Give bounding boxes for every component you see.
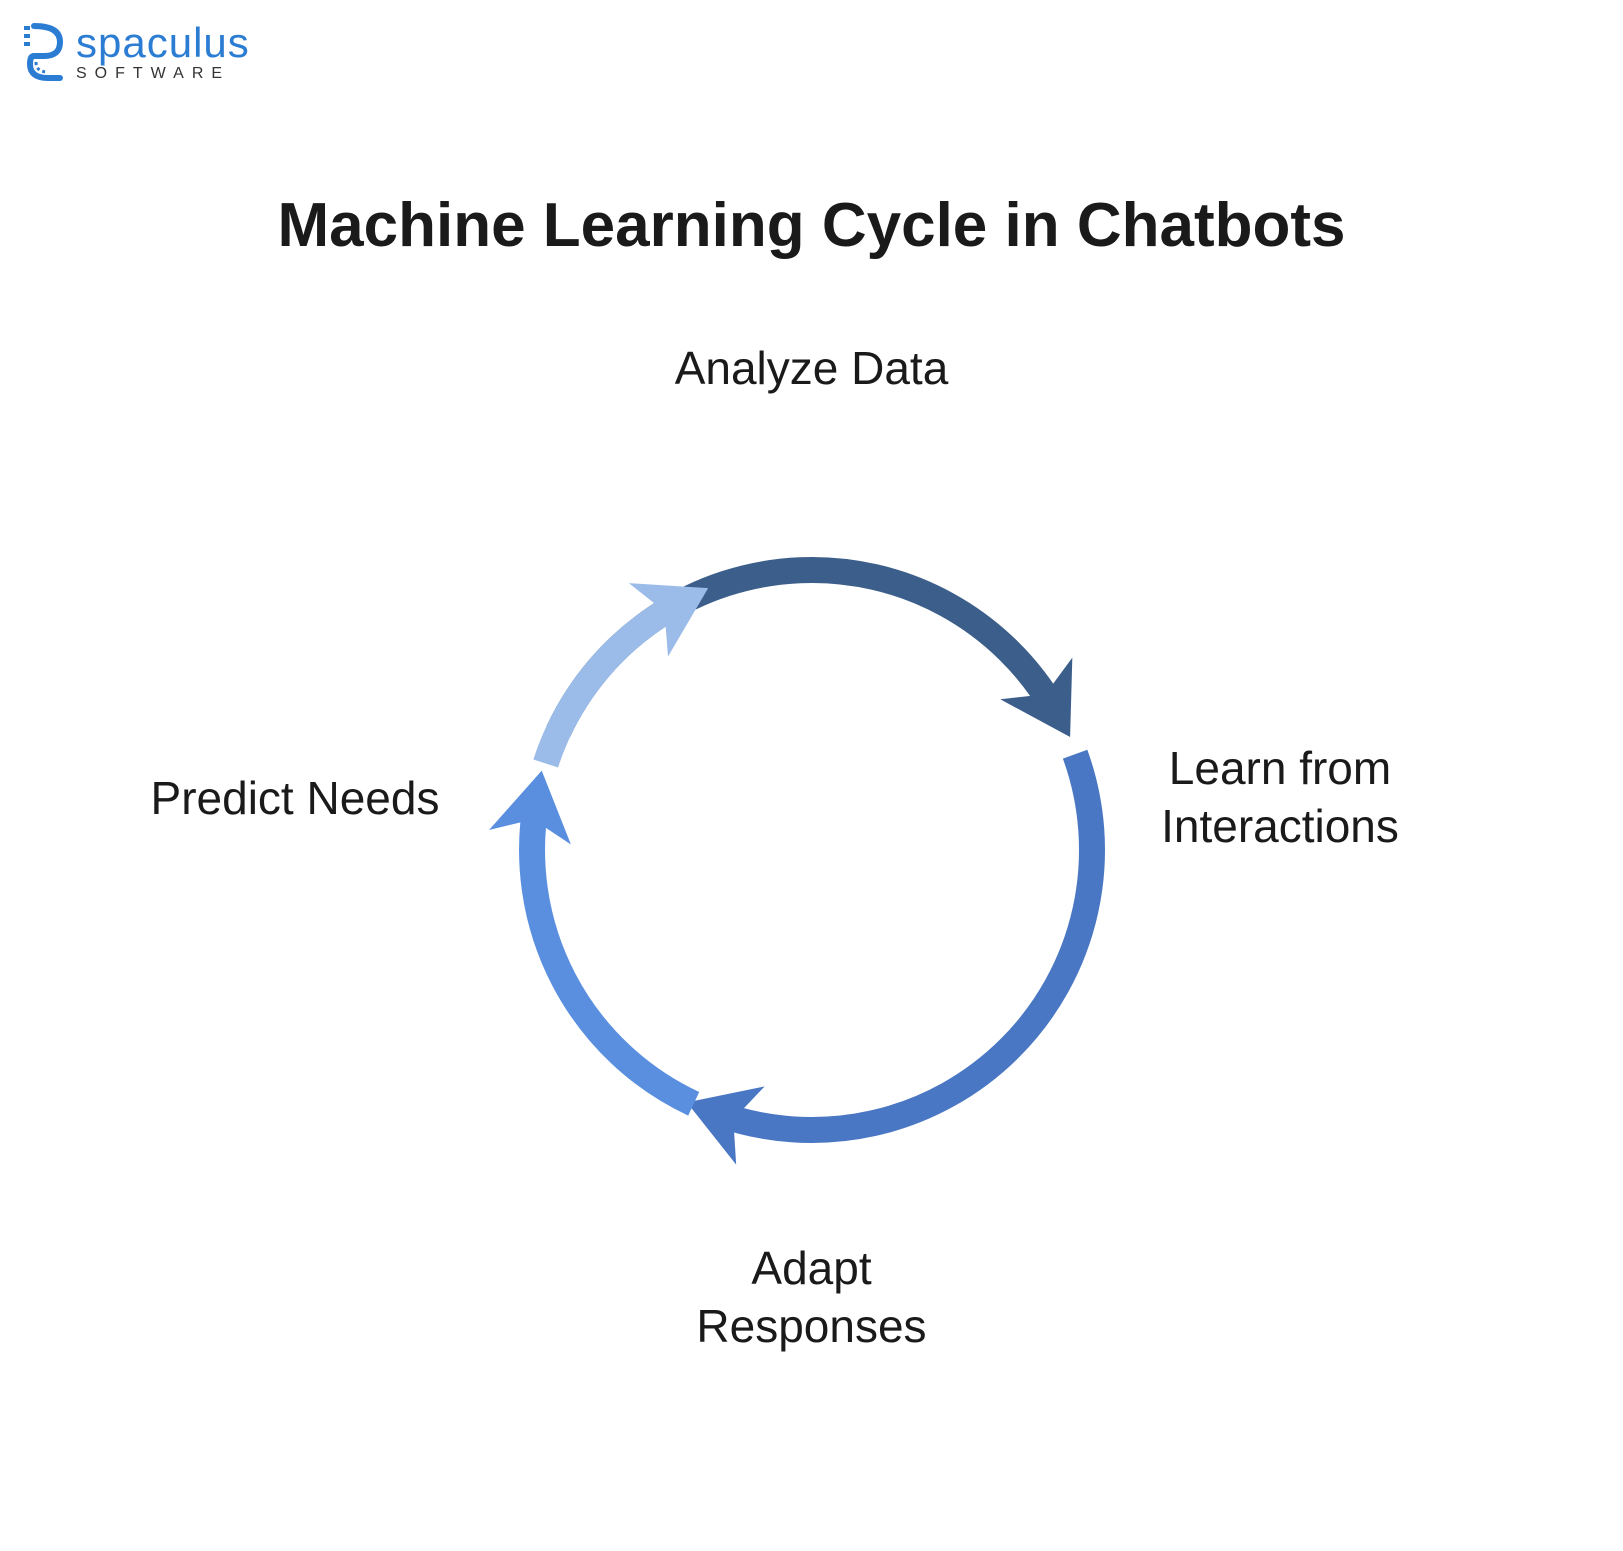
logo-icon bbox=[20, 20, 68, 84]
cycle-arrow-left bbox=[545, 603, 680, 764]
cycle-label-analyze: Analyze Data bbox=[675, 340, 949, 398]
cycle-arrow-bottom bbox=[532, 801, 694, 1103]
cycle-label-learn: Learn fromInteractions bbox=[1130, 740, 1430, 855]
company-name: spaculus bbox=[76, 22, 250, 64]
cycle-arrows bbox=[452, 490, 1172, 1210]
cycle-arrow-right bbox=[716, 754, 1092, 1130]
logo-text: spaculus SOFTWARE bbox=[76, 22, 250, 82]
cycle-diagram: Analyze Data Learn fromInteractions Adap… bbox=[0, 300, 1623, 1400]
diagram-title: Machine Learning Cycle in Chatbots bbox=[0, 190, 1623, 261]
cycle-label-adapt: AdaptResponses bbox=[662, 1240, 962, 1355]
company-tagline: SOFTWARE bbox=[76, 66, 250, 82]
company-logo: spaculus SOFTWARE bbox=[20, 20, 250, 84]
cycle-label-predict: Predict Needs bbox=[125, 770, 465, 828]
